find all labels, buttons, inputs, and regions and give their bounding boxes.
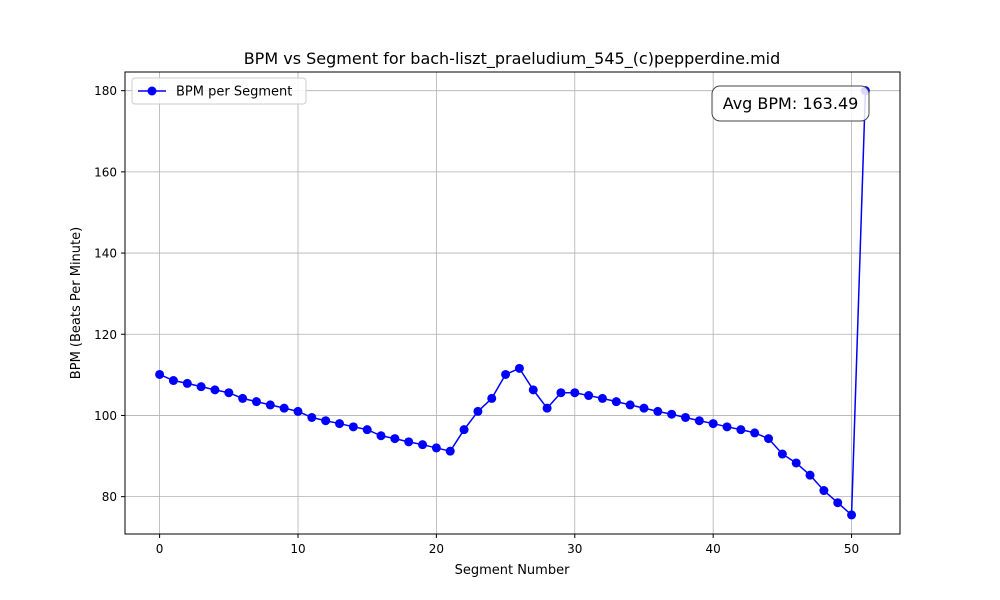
data-point xyxy=(653,406,663,416)
data-point xyxy=(625,400,635,410)
data-point xyxy=(570,388,580,398)
data-point xyxy=(819,486,829,496)
data-point xyxy=(667,409,677,419)
x-tick-label: 10 xyxy=(290,542,305,556)
data-point xyxy=(528,385,538,395)
legend: BPM per Segment xyxy=(131,77,307,105)
data-point xyxy=(251,397,261,407)
y-tick-label: 180 xyxy=(94,84,117,98)
data-point xyxy=(224,388,234,398)
x-tick-label: 30 xyxy=(567,542,582,556)
data-point xyxy=(556,388,566,398)
data-point xyxy=(362,425,372,435)
data-point xyxy=(210,385,220,395)
data-point xyxy=(708,419,718,429)
avg-bpm-annotation: Avg BPM: 163.49 xyxy=(711,85,870,122)
data-point xyxy=(321,416,331,426)
series-line xyxy=(159,90,867,516)
data-point xyxy=(501,369,511,379)
annotation-text: Avg BPM: 163.49 xyxy=(723,94,859,113)
data-point xyxy=(694,416,704,426)
data-point xyxy=(611,397,621,407)
data-point xyxy=(847,510,857,520)
y-axis-title: BPM (Beats Per Minute) xyxy=(69,227,84,379)
data-point xyxy=(680,412,690,422)
data-point xyxy=(335,419,345,429)
legend-label: BPM per Segment xyxy=(176,85,292,100)
data-point xyxy=(265,400,275,410)
legend-marker-swatch xyxy=(147,86,157,96)
data-point xyxy=(639,403,649,413)
data-point xyxy=(777,449,787,459)
data-point xyxy=(293,406,303,416)
y-tick-label: 160 xyxy=(94,165,117,179)
grid-lines xyxy=(125,72,900,534)
data-point xyxy=(514,363,524,373)
data-point xyxy=(487,393,497,403)
data-point xyxy=(348,422,358,432)
data-point xyxy=(182,378,192,388)
y-tick-label: 100 xyxy=(94,409,117,423)
data-point xyxy=(597,393,607,403)
data-point xyxy=(833,498,843,508)
data-point xyxy=(431,443,441,453)
data-point xyxy=(390,434,400,444)
x-tick-label: 0 xyxy=(156,542,164,556)
series-layer xyxy=(155,86,870,520)
data-point xyxy=(736,425,746,435)
x-tick-label: 20 xyxy=(429,542,444,556)
data-point xyxy=(584,391,594,401)
x-tick-label: 50 xyxy=(844,542,859,556)
axis-ticks: 0 10 20 30 40 50 80 100 120 140 160 180 xyxy=(94,84,859,556)
data-point xyxy=(791,458,801,468)
data-point xyxy=(155,369,165,379)
data-point xyxy=(418,440,428,450)
data-point xyxy=(445,446,455,456)
data-point xyxy=(279,403,289,413)
plot-frame xyxy=(124,71,901,535)
y-tick-label: 120 xyxy=(94,328,117,342)
chart-title: BPM vs Segment for bach-liszt_praeludium… xyxy=(244,49,781,69)
data-point xyxy=(805,470,815,480)
data-point xyxy=(196,382,206,392)
data-point xyxy=(542,403,552,413)
data-point xyxy=(764,434,774,444)
annotation-box xyxy=(711,85,870,122)
data-point xyxy=(307,412,317,422)
data-point xyxy=(459,425,469,435)
data-point xyxy=(376,431,386,441)
x-tick-label: 40 xyxy=(706,542,721,556)
x-axis-title: Segment Number xyxy=(455,563,571,578)
data-point xyxy=(722,422,732,432)
y-tick-label: 80 xyxy=(102,490,117,504)
data-point xyxy=(168,376,178,386)
data-point xyxy=(750,428,760,438)
legend-box xyxy=(131,77,307,105)
data-point xyxy=(473,406,483,416)
data-point xyxy=(238,393,248,403)
y-tick-label: 140 xyxy=(94,247,117,261)
data-point xyxy=(404,437,414,447)
